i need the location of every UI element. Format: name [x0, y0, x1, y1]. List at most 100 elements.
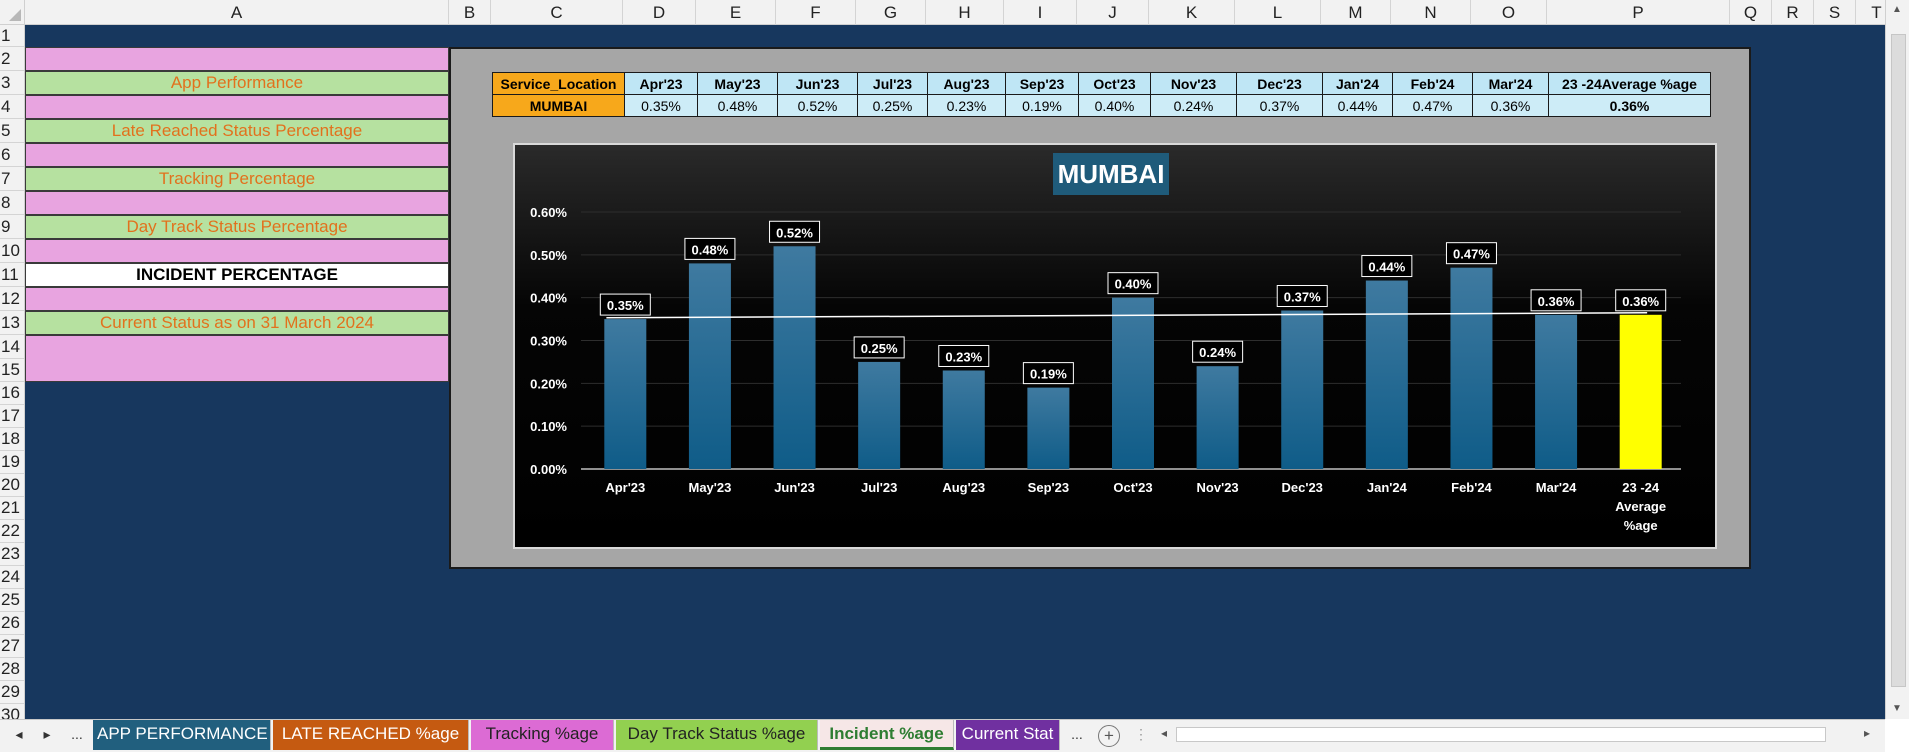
column-header-e[interactable]: E [696, 0, 776, 25]
table-cell[interactable]: 0.44% [1322, 94, 1393, 117]
row-header-29[interactable]: 29 [0, 681, 24, 704]
row-header-12[interactable]: 12 [0, 287, 24, 311]
add-sheet-icon[interactable]: + [1098, 725, 1120, 747]
table-header-cell[interactable]: Nov'23 [1150, 72, 1237, 95]
column-header-k[interactable]: K [1149, 0, 1235, 25]
row-header-3[interactable]: 3 [0, 71, 24, 95]
table-header-cell[interactable]: Jan'24 [1322, 72, 1393, 95]
column-header-g[interactable]: G [856, 0, 926, 25]
row-header-6[interactable]: 6 [0, 143, 24, 167]
row-header-15[interactable]: 15 [0, 359, 24, 382]
label-app-performance[interactable]: App Performance [25, 71, 449, 95]
row-header-30[interactable]: 30 [0, 704, 24, 719]
row-header-9[interactable]: 9 [0, 215, 24, 239]
row-header-19[interactable]: 19 [0, 451, 24, 474]
table-cell[interactable]: 0.19% [1005, 94, 1079, 117]
tab-more-left-button[interactable]: ... [71, 726, 83, 742]
vertical-scrollbar[interactable]: ▲ ▼ [1885, 0, 1909, 719]
table-header-cell[interactable]: Apr'23 [624, 72, 698, 95]
sheet-tab-current-stat[interactable]: Current Stat [956, 720, 1060, 750]
vertical-scroll-thumb[interactable] [1891, 34, 1906, 687]
column-header-h[interactable]: H [926, 0, 1004, 25]
table-header-cell[interactable]: Dec'23 [1236, 72, 1323, 95]
table-header-location[interactable]: Service_Location [492, 72, 625, 95]
table-cell[interactable]: 0.40% [1078, 94, 1151, 117]
row-header-2[interactable]: 2 [0, 47, 24, 71]
row-header-25[interactable]: 25 [0, 589, 24, 612]
column-header-b[interactable]: B [449, 0, 491, 25]
table-cell[interactable]: 0.48% [697, 94, 778, 117]
horizontal-scrollbar[interactable]: ◂ ▸ [1158, 726, 1878, 744]
row-header-20[interactable]: 20 [0, 474, 24, 497]
table-cell[interactable]: 0.25% [857, 94, 928, 117]
row-header-10[interactable]: 10 [0, 239, 24, 263]
table-cell[interactable]: 0.23% [927, 94, 1006, 117]
horizontal-scroll-thumb[interactable] [1176, 727, 1826, 742]
column-header-j[interactable]: J [1077, 0, 1149, 25]
column-header-o[interactable]: O [1471, 0, 1547, 25]
label-late-reached[interactable]: Late Reached Status Percentage [25, 119, 449, 143]
table-cell[interactable]: 0.36% [1472, 94, 1549, 117]
column-header-m[interactable]: M [1321, 0, 1391, 25]
column-header-c[interactable]: C [491, 0, 623, 25]
row-header-27[interactable]: 27 [0, 635, 24, 658]
tab-scroll-left-icon[interactable]: ◂ [15, 726, 23, 742]
row-header-4[interactable]: 4 [0, 95, 24, 119]
splitter-handle-icon[interactable]: ⋮ [1134, 726, 1148, 742]
select-all-corner[interactable] [0, 0, 25, 25]
worksheet-area[interactable]: App Performance Late Reached Status Perc… [25, 25, 1885, 719]
column-header-q[interactable]: Q [1730, 0, 1772, 25]
tab-scroll-right-icon[interactable]: ▸ [43, 726, 51, 742]
row-header-28[interactable]: 28 [0, 658, 24, 681]
row-header-23[interactable]: 23 [0, 543, 24, 566]
column-header-p[interactable]: P [1547, 0, 1730, 25]
table-header-cell[interactable]: Jun'23 [777, 72, 858, 95]
table-header-cell[interactable]: Feb'24 [1392, 72, 1473, 95]
row-header-11[interactable]: 11 [0, 263, 24, 287]
table-cell[interactable]: 0.52% [777, 94, 858, 117]
table-header-cell[interactable]: Jul'23 [857, 72, 928, 95]
hscroll-right-icon[interactable]: ▸ [1864, 726, 1871, 740]
row-header-17[interactable]: 17 [0, 405, 24, 428]
sheet-tab-late-reached-age[interactable]: LATE REACHED %age [273, 720, 469, 750]
row-header-8[interactable]: 8 [0, 191, 24, 215]
sheet-tab-day-track-status-age[interactable]: Day Track Status %age [616, 720, 818, 750]
column-header-i[interactable]: I [1004, 0, 1077, 25]
row-header-16[interactable]: 16 [0, 382, 24, 405]
column-header-f[interactable]: F [776, 0, 856, 25]
table-cell-location[interactable]: MUMBAI [492, 94, 625, 117]
row-header-7[interactable]: 7 [0, 167, 24, 191]
tab-more-right-button[interactable]: ... [1071, 726, 1083, 742]
table-header-cell[interactable]: Mar'24 [1472, 72, 1549, 95]
table-header-cell[interactable]: May'23 [697, 72, 778, 95]
column-header-l[interactable]: L [1235, 0, 1321, 25]
scroll-down-icon[interactable]: ▼ [1892, 703, 1902, 714]
table-header-cell[interactable]: Oct'23 [1078, 72, 1151, 95]
label-tracking[interactable]: Tracking Percentage [25, 167, 449, 191]
scroll-up-icon[interactable]: ▲ [1892, 4, 1902, 15]
row-header-26[interactable]: 26 [0, 612, 24, 635]
table-header-cell[interactable]: Aug'23 [927, 72, 1006, 95]
column-header-a[interactable]: A [25, 0, 449, 25]
row-header-18[interactable]: 18 [0, 428, 24, 451]
table-cell[interactable]: 0.36% [1548, 94, 1711, 117]
sheet-tab-tracking-age[interactable]: Tracking %age [471, 720, 614, 750]
column-header-r[interactable]: R [1772, 0, 1814, 25]
row-header-21[interactable]: 21 [0, 497, 24, 520]
table-header-cell[interactable]: Sep'23 [1005, 72, 1079, 95]
column-header-d[interactable]: D [623, 0, 696, 25]
table-cell[interactable]: 0.37% [1236, 94, 1323, 117]
table-cell[interactable]: 0.47% [1392, 94, 1473, 117]
column-header-s[interactable]: S [1814, 0, 1856, 25]
row-header-14[interactable]: 14 [0, 335, 24, 359]
column-header-n[interactable]: N [1391, 0, 1471, 25]
table-header-cell[interactable]: 23 -24Average %age [1548, 72, 1711, 95]
row-header-22[interactable]: 22 [0, 520, 24, 543]
hscroll-left-icon[interactable]: ◂ [1161, 726, 1168, 740]
label-incident[interactable]: INCIDENT PERCENTAGE [25, 263, 449, 287]
table-cell[interactable]: 0.24% [1150, 94, 1237, 117]
row-header-13[interactable]: 13 [0, 311, 24, 335]
label-current-status[interactable]: Current Status as on 31 March 2024 [25, 311, 449, 335]
label-day-track[interactable]: Day Track Status Percentage [25, 215, 449, 239]
row-header-24[interactable]: 24 [0, 566, 24, 589]
